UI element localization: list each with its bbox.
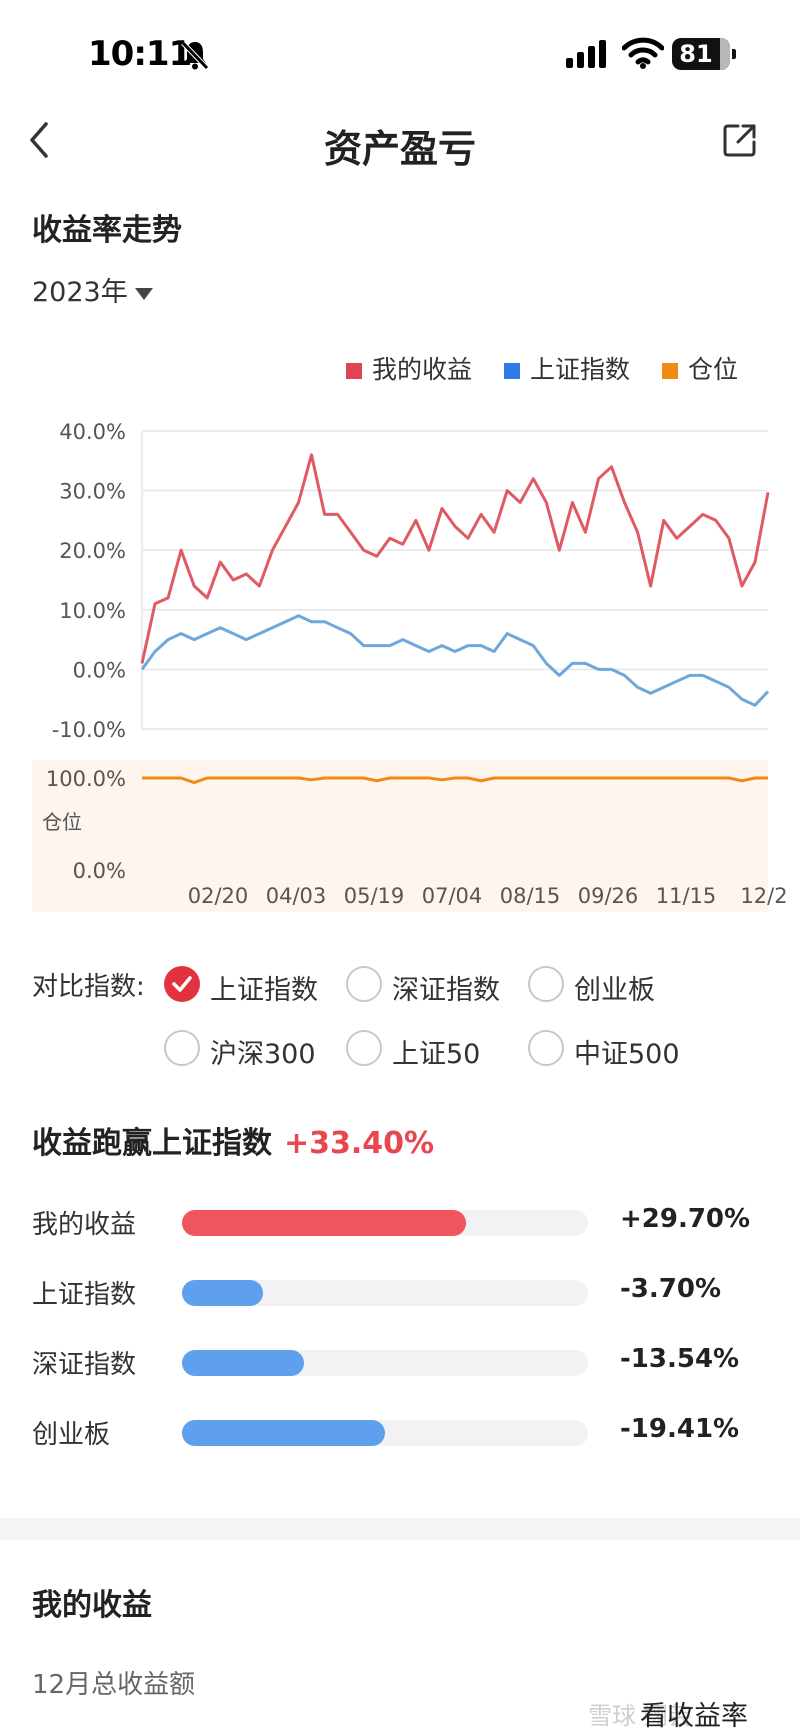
checkbox-unchecked[interactable] [346,966,382,1002]
month-total-label: 12月总收益额 [32,1670,196,1700]
position-y-tick-label: 100.0% [46,767,126,791]
bar-fill [182,1210,467,1236]
nav-bar: 资产盈亏 [0,100,800,180]
y-tick-label: -10.0% [52,718,126,742]
legend-swatch [662,363,678,379]
bar-value: -3.70% [620,1274,721,1304]
wifi-icon [622,37,664,69]
compare-label: 对比指数: [32,972,145,1002]
bar-fill [182,1350,304,1376]
y-tick-label: 20.0% [59,539,126,563]
x-tick-label: 04/03 [266,884,327,908]
bar-name: 上证指数 [32,1280,137,1310]
legend-item-sh-index[interactable]: 上证指数 [504,350,630,386]
bar-track [182,1350,588,1376]
share-export-icon[interactable] [722,122,758,158]
option-label: 中证500 [574,1039,680,1070]
x-tick-label: 12/2 [740,884,787,908]
bar-track [182,1210,588,1236]
compare-bar-row: 上证指数 -3.70% [0,1274,800,1314]
bar-value: -13.54% [620,1344,740,1374]
checkbox-checked[interactable] [164,966,200,1002]
option-label: 深证指数 [392,975,500,1006]
check-icon [172,976,192,992]
bar-name: 我的收益 [32,1210,137,1240]
bar-fill [182,1420,385,1446]
option-label: 创业板 [574,975,655,1006]
x-tick-label: 02/20 [188,884,249,908]
x-tick-label: 08/15 [500,884,561,908]
position-y-tick-label: 0.0% [73,859,126,883]
back-arrow-icon[interactable] [24,118,54,162]
y-tick-label: 10.0% [59,599,126,623]
beat-value: +33.40% [284,1126,435,1161]
legend-item-my-return[interactable]: 我的收益 [346,350,472,386]
watermark: 雪球 翔芸 [588,1702,692,1730]
bar-value: +29.70% [620,1204,751,1234]
year-label: 2023年 [32,277,128,308]
battery-indicator: 81 [672,38,736,70]
checkbox-unchecked[interactable] [346,1030,382,1066]
y-tick-label: 30.0% [59,480,126,504]
checkbox-unchecked[interactable] [528,1030,564,1066]
option-label: 上证指数 [210,975,318,1006]
status-bar: 10:11 81 [0,0,800,100]
section-title-my-income: 我的收益 [32,1588,152,1623]
bar-track [182,1420,588,1446]
bar-name: 深证指数 [32,1350,137,1380]
option-label: 上证50 [392,1039,481,1070]
checkbox-unchecked[interactable] [164,1030,200,1066]
x-tick-label: 11/15 [656,884,717,908]
compare-bar-row: 创业板 -19.41% [0,1414,800,1454]
bar-value: -19.41% [620,1414,740,1444]
beat-index-summary: 收益跑赢上证指数 +33.40% [32,1118,434,1162]
position-axis-label: 仓位 [42,810,82,834]
series-line-position [142,776,768,785]
page-title: 资产盈亏 [323,127,476,171]
battery-level: 81 [679,40,713,68]
y-tick-label: 40.0% [59,420,126,444]
x-tick-label: 05/19 [344,884,405,908]
section-title-yield-trend: 收益率走势 [32,213,182,248]
caret-down-icon [134,287,153,300]
beat-label: 收益跑赢上证指数 [32,1126,272,1161]
checkbox-unchecked[interactable] [528,966,564,1002]
y-tick-label: 0.0% [73,658,126,682]
status-time: 10:11 [88,34,192,74]
legend-swatch [504,363,520,379]
yield-trend-chart[interactable]: 40.0% 30.0% 20.0% 10.0% 0.0% -10.0% 100.0% 0.0%… [0,400,800,920]
series-line-my-return [140,453,770,664]
option-label: 沪深300 [210,1039,316,1070]
legend-label: 仓位 [688,355,739,384]
x-tick-label: 09/26 [578,884,639,908]
section-divider [0,1518,800,1540]
legend-label: 上证指数 [530,355,631,384]
year-selector[interactable]: 2023年 [32,270,154,309]
legend-label: 我的收益 [372,355,473,384]
view-yield-rate-link[interactable]: 看收益率 [640,1701,748,1732]
bell-muted-icon [181,41,209,70]
legend-item-position[interactable]: 仓位 [662,350,738,386]
bar-fill [182,1280,264,1306]
bar-track [182,1280,588,1306]
series-line-sh-index [140,614,770,707]
legend-swatch [346,363,362,379]
cell-signal-icon [566,40,606,68]
x-tick-label: 07/04 [422,884,483,908]
compare-bar-row: 我的收益 +29.70% [0,1204,800,1244]
bar-name: 创业板 [32,1420,111,1450]
position-panel-bg [32,760,768,912]
compare-bar-row: 深证指数 -13.54% [0,1344,800,1384]
